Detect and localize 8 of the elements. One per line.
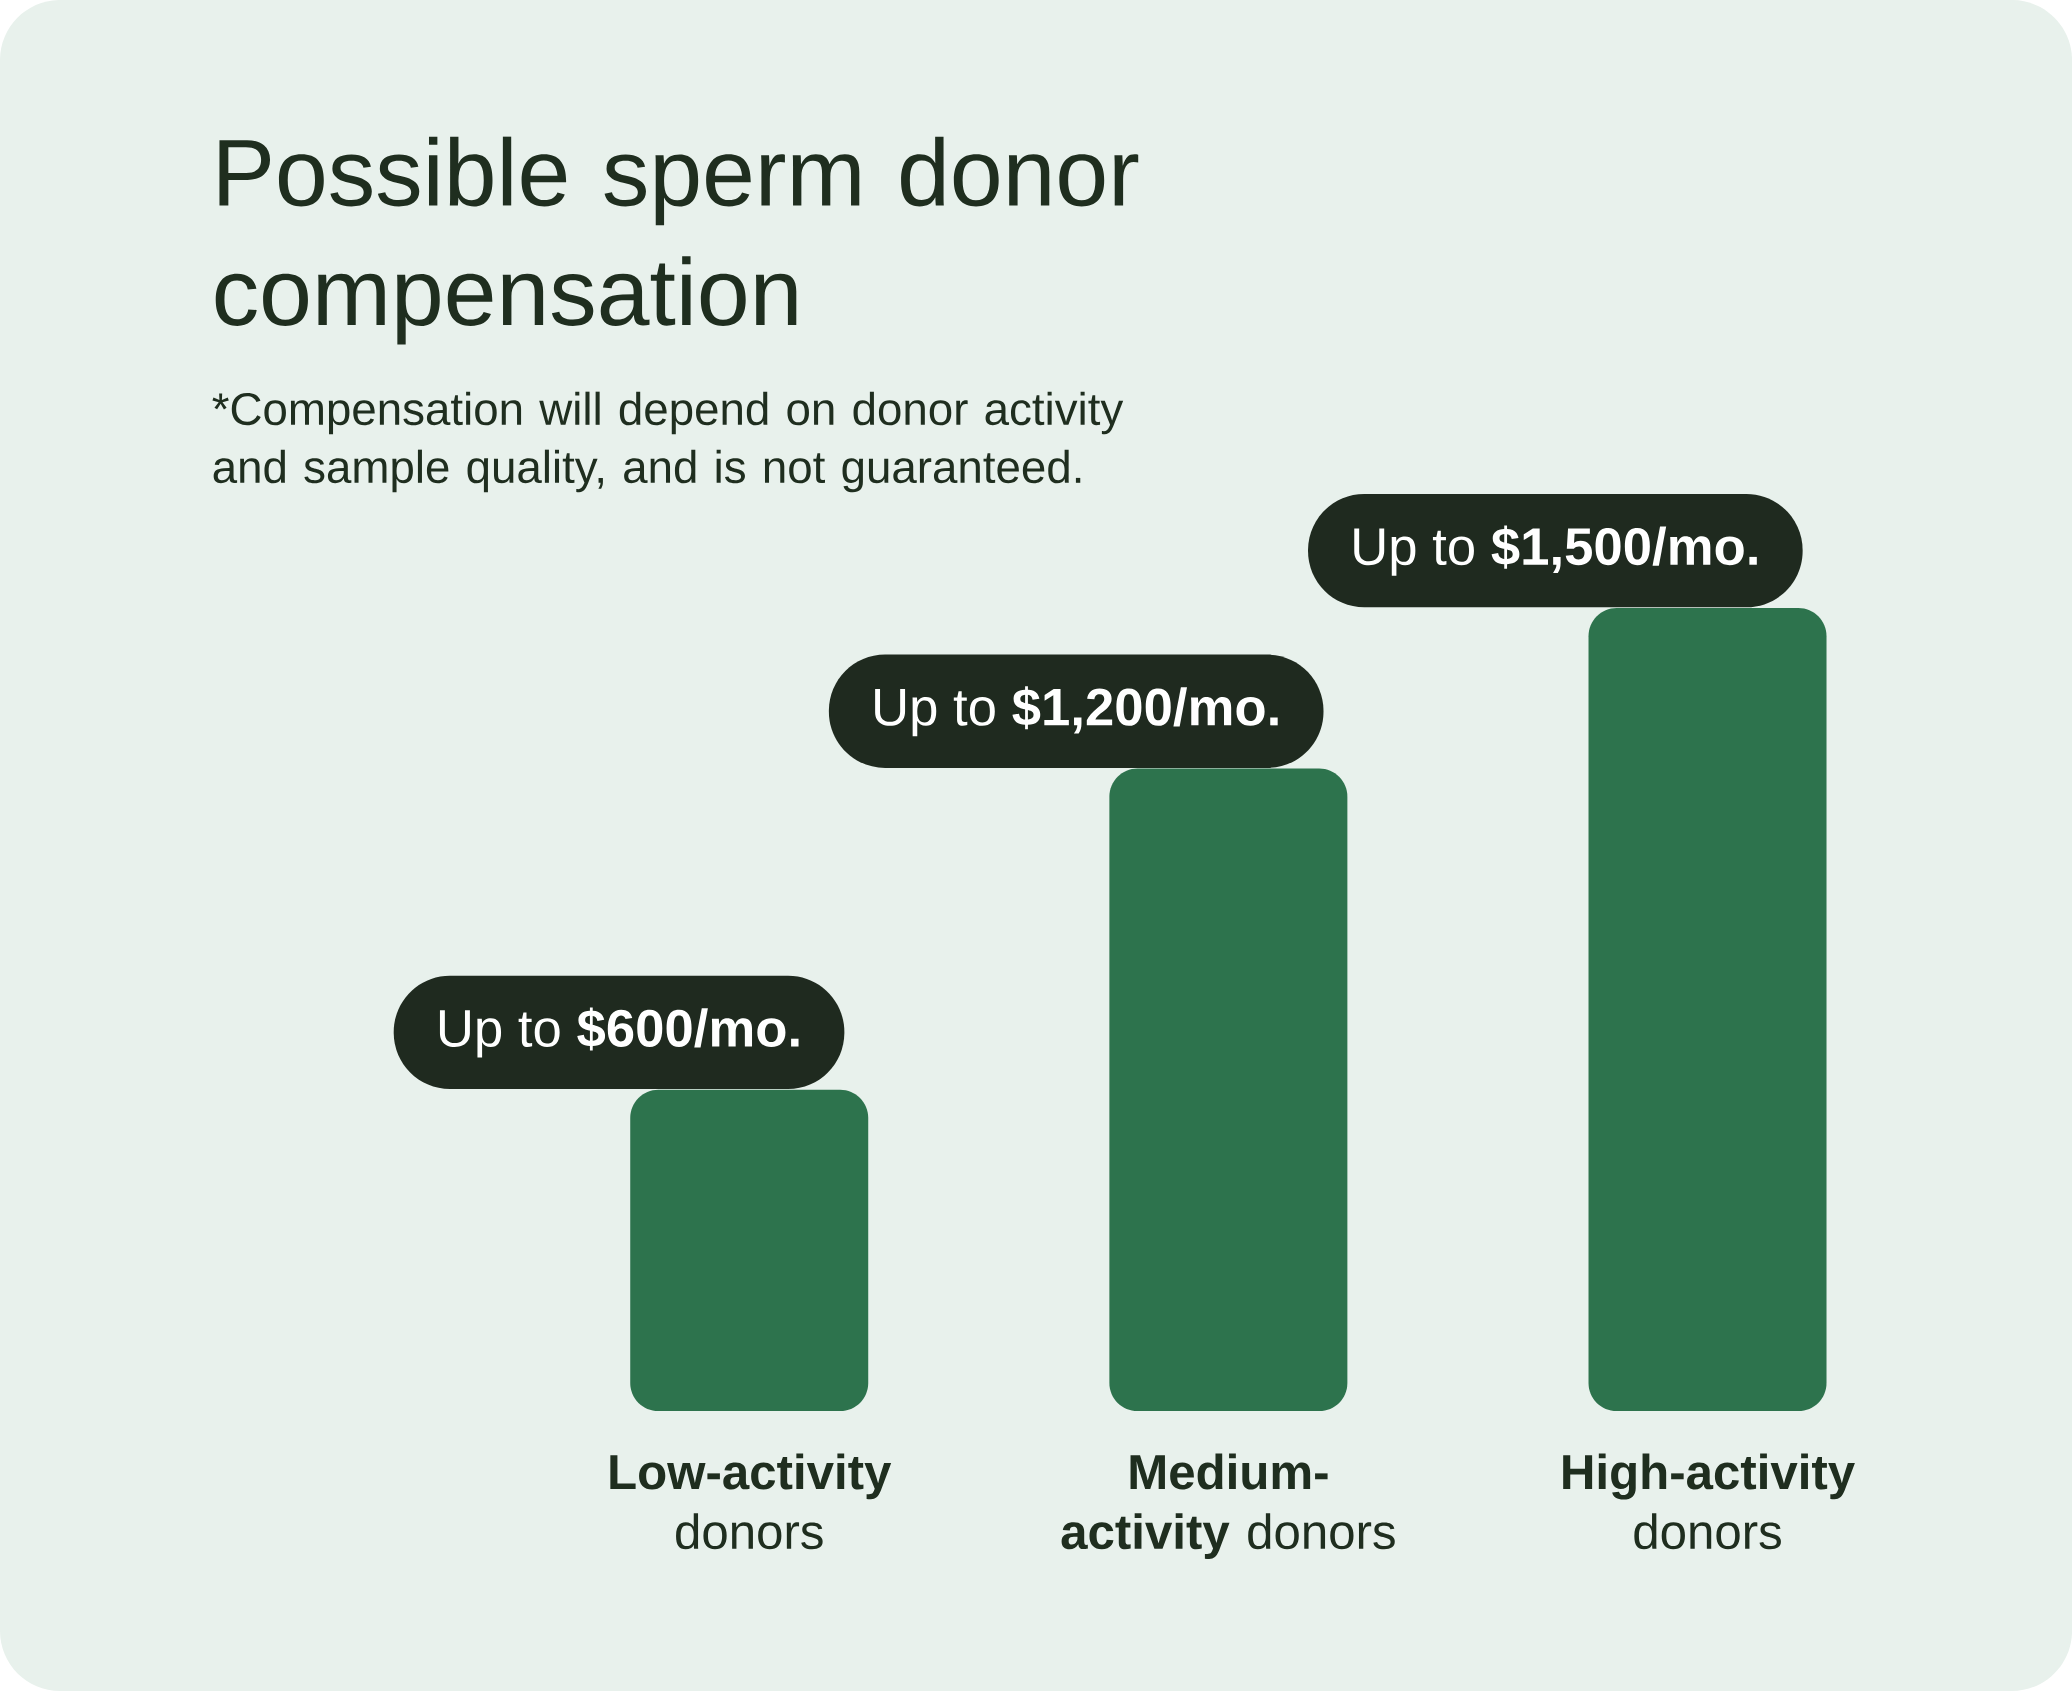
chart-subtitle: *Compensation will depend on donor activity and sample quality, and is not guaranteed. <box>212 391 1124 493</box>
data-label: Up to $600/mo. <box>439 1007 799 1058</box>
x-tick-label: High-activity donors <box>1563 1453 1855 1550</box>
x-tick-label: Low-activity donors <box>610 1453 892 1550</box>
x-tick-label: Medium-activity donors <box>1061 1453 1395 1560</box>
chart-title: Possible sperm donor compensation <box>215 136 1139 345</box>
data-label: Up to $1,500/mo. <box>1354 525 1757 576</box>
data-label: Up to $1,200/mo. <box>875 686 1278 737</box>
